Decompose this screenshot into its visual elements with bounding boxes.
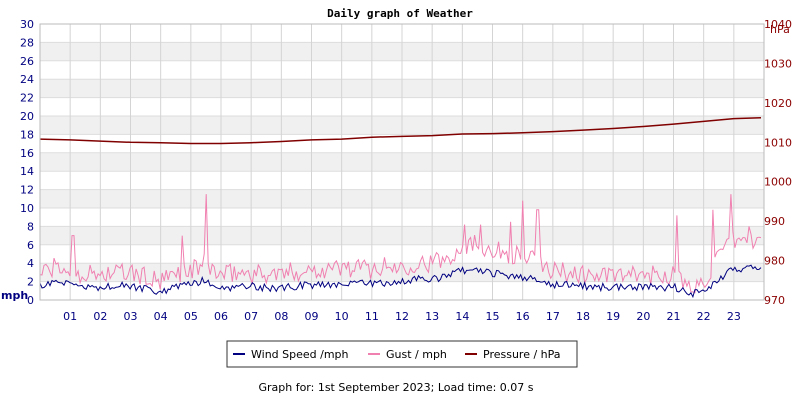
x-tick-label: 06 (214, 310, 228, 323)
chart-title: Daily graph of Weather (327, 7, 473, 20)
x-tick-label: 10 (335, 310, 349, 323)
footer-info: Graph for: 1st September 2023; Load time… (258, 381, 533, 394)
x-tick-label: 19 (606, 310, 620, 323)
right-tick-label: 1020 (764, 97, 792, 110)
x-tick-label: 01 (63, 310, 77, 323)
left-tick-label: 18 (20, 128, 34, 141)
series-layer (39, 117, 762, 299)
right-tick-label: 1030 (764, 57, 792, 70)
legend: Wind Speed /mph Gust / mph Pressure / hP… (226, 340, 578, 368)
left-tick-label: 8 (27, 220, 34, 233)
x-tick-label: 22 (697, 310, 711, 323)
x-axis-ticks: 01 02 03 04 05 06 07 08 09 10 11 12 13 14 15 16 17 18 19 20… (63, 310, 741, 323)
wind-speed-line (39, 264, 762, 299)
left-tick-label: 22 (20, 92, 34, 105)
plot-frame (39, 23, 765, 301)
right-axis-unit: hPa (770, 23, 790, 36)
x-tick-label: 05 (184, 310, 198, 323)
left-axis-unit: mph (1, 289, 28, 302)
left-tick-label: 30 (20, 18, 34, 31)
x-tick-label: 09 (305, 310, 319, 323)
left-tick-label: 28 (20, 36, 34, 49)
pressure-line (39, 117, 762, 145)
left-tick-label: 2 (27, 276, 34, 289)
left-tick-label: 0 (27, 294, 34, 307)
left-tick-label: 24 (20, 73, 34, 86)
x-tick-label: 03 (124, 310, 138, 323)
legend-label-pressure: Pressure / hPa (483, 348, 561, 361)
x-tick-label: 12 (395, 310, 409, 323)
legend-label-gust: Gust / mph (386, 348, 447, 361)
left-tick-label: 10 (20, 202, 34, 215)
x-tick-label: 18 (576, 310, 590, 323)
left-tick-label: 20 (20, 110, 34, 123)
left-tick-label: 26 (20, 55, 34, 68)
x-tick-label: 07 (244, 310, 258, 323)
left-tick-label: 16 (20, 147, 34, 160)
x-tick-label: 11 (365, 310, 379, 323)
left-tick-label: 4 (27, 257, 34, 270)
x-tick-label: 23 (727, 310, 741, 323)
x-tick-label: 20 (636, 310, 650, 323)
x-tick-label: 17 (546, 310, 560, 323)
x-tick-label: 04 (154, 310, 168, 323)
left-tick-label: 6 (27, 239, 34, 252)
gust-line (39, 194, 762, 294)
x-tick-label: 02 (93, 310, 107, 323)
x-tick-label: 08 (274, 310, 288, 323)
x-tick-label: 14 (455, 310, 469, 323)
right-tick-label: 990 (764, 215, 785, 228)
left-tick-label: 14 (20, 165, 34, 178)
right-axis-ticks: 970 980 990 1000 1010 1020 1030 1040 (764, 18, 792, 307)
right-tick-label: 1010 (764, 136, 792, 149)
x-tick-label: 16 (516, 310, 530, 323)
legend-label-wind: Wind Speed /mph (251, 348, 349, 361)
x-tick-label: 13 (425, 310, 439, 323)
right-tick-label: 1040 (764, 18, 792, 31)
right-tick-label: 980 (764, 255, 785, 268)
right-tick-label: 970 (764, 294, 785, 307)
x-tick-label: 15 (486, 310, 500, 323)
x-tick-label: 21 (667, 310, 681, 323)
legend-box (226, 340, 578, 368)
right-tick-label: 1000 (764, 176, 792, 189)
left-tick-label: 12 (20, 184, 34, 197)
